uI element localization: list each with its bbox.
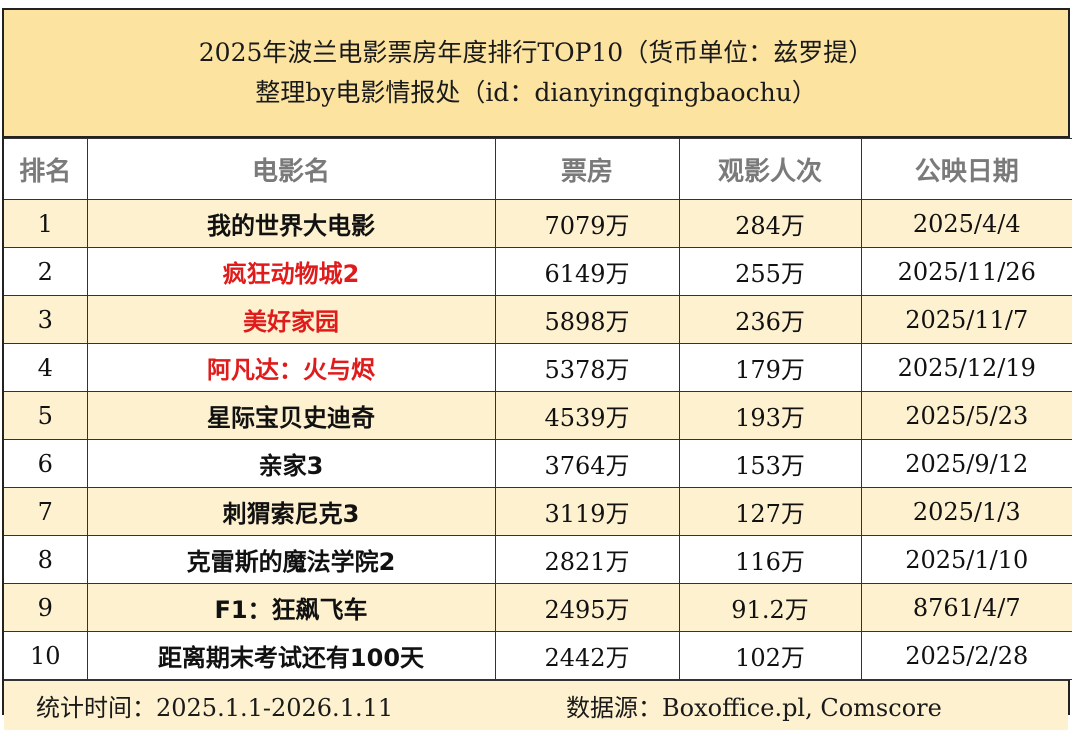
table-footer: 统计时间：2025.1.1-2026.1.11 数据源：Boxoffice.pl…: [4, 680, 1068, 730]
admissions-cell: 236万: [678, 295, 862, 344]
column-header-box-office: 票房: [494, 138, 680, 200]
table-row: 6 亲家3 3764万 153万 2025/9/12: [4, 439, 1072, 488]
admissions-cell: 284万: [678, 199, 862, 248]
movie-title-cell: 疯狂动物城2: [86, 247, 496, 296]
table-row: 4 阿凡达：火与烬 5378万 179万 2025/12/19: [4, 343, 1072, 392]
release-date-cell: 8761/4/7: [860, 583, 1072, 632]
box-office-cell: 3119万: [494, 487, 680, 536]
box-office-cell: 5378万: [494, 343, 680, 392]
table-row: 3 美好家园 5898万 236万 2025/11/7: [4, 295, 1072, 344]
column-header-rank: 排名: [4, 138, 88, 200]
movie-title-cell: 克雷斯的魔法学院2: [86, 535, 496, 584]
table-row: 5 星际宝贝史迪奇 4539万 193万 2025/5/23: [4, 391, 1072, 440]
release-date-cell: 2025/2/28: [860, 631, 1072, 680]
release-date-cell: 2025/1/3: [860, 487, 1072, 536]
release-date-cell: 2025/4/4: [860, 199, 1072, 248]
admissions-cell: 153万: [678, 439, 862, 488]
table-row: 9 F1：狂飙飞车 2495万 91.2万 8761/4/7: [4, 583, 1072, 632]
movie-title-cell: 我的世界大电影: [86, 199, 496, 248]
movie-title-cell: 美好家园: [86, 295, 496, 344]
column-header-title: 电影名: [86, 138, 496, 200]
movie-title-cell: 阿凡达：火与烬: [86, 343, 496, 392]
rank-cell: 6: [4, 439, 88, 488]
movie-title-cell: 亲家3: [86, 439, 496, 488]
rank-cell: 8: [4, 535, 88, 584]
table-row: 2 疯狂动物城2 6149万 255万 2025/11/26: [4, 247, 1072, 296]
title-block: 2025年波兰电影票房年度排行TOP10（货币单位：兹罗提） 整理by电影情报处…: [4, 10, 1068, 138]
table-row: 7 刺猬索尼克3 3119万 127万 2025/1/3: [4, 487, 1072, 536]
release-date-cell: 2025/5/23: [860, 391, 1072, 440]
movie-title-cell: 星际宝贝史迪奇: [86, 391, 496, 440]
box-office-cell: 4539万: [494, 391, 680, 440]
rank-cell: 10: [4, 631, 88, 680]
rank-cell: 1: [4, 199, 88, 248]
release-date-cell: 2025/11/7: [860, 295, 1072, 344]
admissions-cell: 193万: [678, 391, 862, 440]
box-office-cell: 2821万: [494, 535, 680, 584]
admissions-cell: 102万: [678, 631, 862, 680]
column-header-release-date: 公映日期: [860, 138, 1072, 200]
box-office-cell: 3764万: [494, 439, 680, 488]
box-office-cell: 7079万: [494, 199, 680, 248]
release-date-cell: 2025/1/10: [860, 535, 1072, 584]
admissions-cell: 91.2万: [678, 583, 862, 632]
rank-cell: 5: [4, 391, 88, 440]
box-office-cell: 2442万: [494, 631, 680, 680]
admissions-cell: 116万: [678, 535, 862, 584]
table-body: 1 我的世界大电影 7079万 284万 2025/4/4 2 疯狂动物城2 6149万 255…: [4, 199, 1072, 680]
admissions-cell: 255万: [678, 247, 862, 296]
table-subtitle: 整理by电影情报处（id：dianyingqingbaochu）: [255, 78, 817, 107]
table-row: 10 距离期末考试还有100天 2442万 102万 2025/2/28: [4, 631, 1072, 680]
column-header-admissions: 观影人次: [678, 138, 862, 200]
table-row: 1 我的世界大电影 7079万 284万 2025/4/4: [4, 199, 1072, 248]
admissions-cell: 179万: [678, 343, 862, 392]
movie-title-cell: 刺猬索尼克3: [86, 487, 496, 536]
release-date-cell: 2025/9/12: [860, 439, 1072, 488]
ranking-table: 排名 电影名 票房 观影人次 公映日期 1 我的世界大电影 7079万 284万 202…: [4, 138, 1072, 680]
release-date-cell: 2025/12/19: [860, 343, 1072, 392]
table-title: 2025年波兰电影票房年度排行TOP10（货币单位：兹罗提）: [198, 38, 874, 67]
box-office-table-sheet: 2025年波兰电影票房年度排行TOP10（货币单位：兹罗提） 整理by电影情报处…: [2, 8, 1072, 730]
rank-cell: 2: [4, 247, 88, 296]
data-source: 数据源：Boxoffice.pl, Comscore: [566, 694, 942, 722]
movie-title-cell: 距离期末考试还有100天: [86, 631, 496, 680]
box-office-cell: 5898万: [494, 295, 680, 344]
release-date-cell: 2025/11/26: [860, 247, 1072, 296]
rank-cell: 4: [4, 343, 88, 392]
box-office-cell: 6149万: [494, 247, 680, 296]
statistics-period: 统计时间：2025.1.1-2026.1.11: [36, 694, 394, 722]
rank-cell: 3: [4, 295, 88, 344]
table-row: 8 克雷斯的魔法学院2 2821万 116万 2025/1/10: [4, 535, 1072, 584]
admissions-cell: 127万: [678, 487, 862, 536]
box-office-cell: 2495万: [494, 583, 680, 632]
column-header-row: 排名 电影名 票房 观影人次 公映日期: [4, 138, 1072, 200]
movie-title-cell: F1：狂飙飞车: [86, 583, 496, 632]
rank-cell: 7: [4, 487, 88, 536]
rank-cell: 9: [4, 583, 88, 632]
